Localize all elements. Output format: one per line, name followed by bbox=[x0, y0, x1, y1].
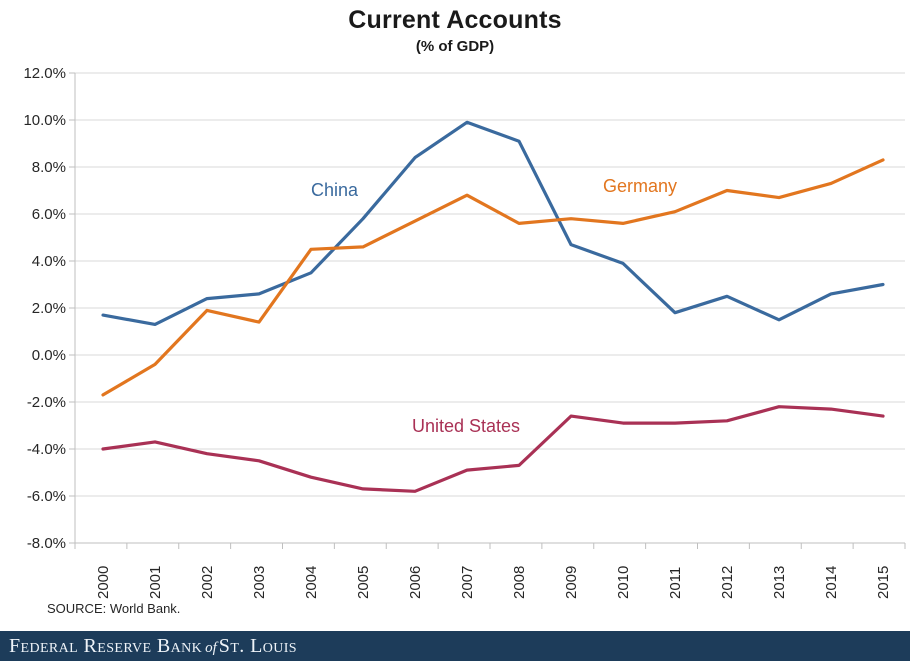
x-axis-tick-label: 2009 bbox=[563, 566, 580, 599]
series-label-germany: Germany bbox=[603, 176, 678, 196]
y-axis-tick-label: 8.0% bbox=[32, 159, 66, 176]
x-axis-tick-label: 2011 bbox=[667, 567, 684, 599]
y-axis-tick-label: -8.0% bbox=[27, 535, 66, 552]
x-axis-tick-label: 2012 bbox=[719, 566, 736, 599]
y-axis-tick-label: -4.0% bbox=[27, 441, 66, 458]
x-axis-tick-label: 2008 bbox=[511, 566, 528, 599]
series-label-united-states: United States bbox=[412, 416, 521, 436]
y-axis-tick-label: 10.0% bbox=[23, 112, 66, 129]
x-axis-tick-label: 2014 bbox=[823, 566, 840, 599]
footer-bar: Federal Reserve Bank of St. Louis bbox=[0, 631, 910, 661]
x-axis-tick-label: 2007 bbox=[459, 566, 476, 599]
x-axis-tick-label: 2013 bbox=[771, 566, 788, 599]
x-axis-tick-label: 2001 bbox=[147, 566, 164, 599]
y-axis-tick-label: 6.0% bbox=[32, 206, 66, 223]
x-axis-tick-label: 2004 bbox=[303, 566, 320, 599]
x-axis-tick-label: 2002 bbox=[199, 566, 216, 599]
footer-bank-name: Federal Reserve Bank bbox=[9, 635, 203, 657]
y-axis-tick-label: -6.0% bbox=[27, 488, 66, 505]
y-axis-tick-label: -2.0% bbox=[27, 394, 66, 411]
y-axis-tick-label: 12.0% bbox=[23, 65, 66, 82]
y-axis-tick-label: 0.0% bbox=[32, 347, 66, 364]
x-axis-tick-label: 2000 bbox=[95, 566, 112, 599]
series-label-china: China bbox=[311, 180, 359, 200]
y-axis-tick-label: 4.0% bbox=[32, 253, 66, 270]
source-note: SOURCE: World Bank. bbox=[47, 601, 181, 616]
chart-subtitle: (% of GDP) bbox=[415, 38, 495, 55]
chart-title: Current Accounts bbox=[348, 6, 562, 34]
y-axis-tick-label: 2.0% bbox=[32, 300, 66, 317]
footer-city-name: St. Louis bbox=[218, 635, 297, 657]
series-line-china bbox=[101, 120, 885, 326]
x-axis-tick-label: 2010 bbox=[615, 566, 632, 599]
footer-of-word: of bbox=[205, 640, 217, 656]
series-line-germany bbox=[101, 158, 885, 397]
x-axis-tick-label: 2005 bbox=[355, 566, 372, 599]
x-axis-tick-label: 2015 bbox=[875, 566, 892, 599]
series-line-united-states bbox=[101, 405, 885, 493]
x-axis-tick-label: 2003 bbox=[251, 566, 268, 599]
x-axis-tick-label: 2006 bbox=[407, 566, 424, 599]
